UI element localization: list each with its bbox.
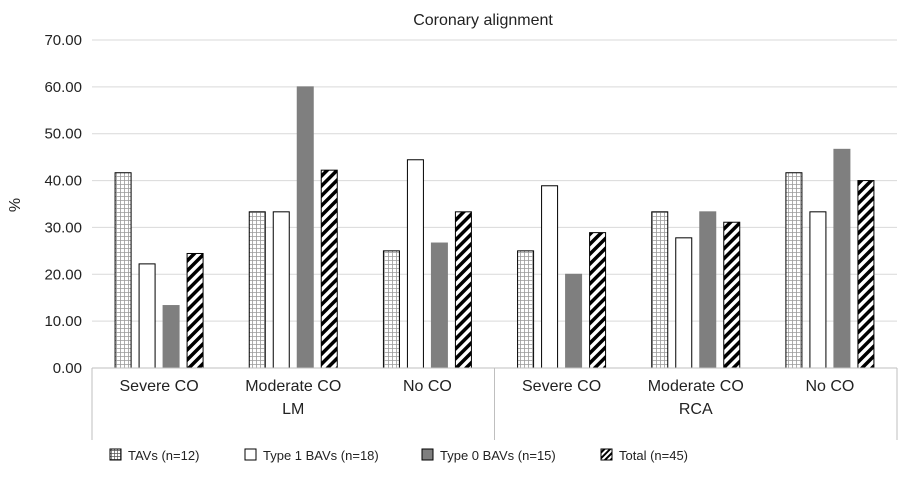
bar: [833, 148, 851, 369]
x-axis-labels: Severe CO Moderate CO No CO Severe CO Modera…: [120, 378, 855, 418]
bar: [320, 169, 338, 369]
bar: [114, 172, 132, 369]
x-category-label: Severe CO: [522, 378, 601, 395]
y-tick-label: 50.00: [44, 126, 82, 143]
bar: [651, 211, 669, 369]
bar: [589, 232, 607, 369]
legend-swatch: [244, 448, 257, 461]
x-axis: [91, 367, 898, 440]
bar: [382, 250, 400, 369]
y-tick-label: 70.00: [44, 32, 82, 49]
bar: [430, 242, 448, 369]
x-group-label: LM: [282, 401, 304, 418]
bar: [857, 180, 875, 369]
chart-title: Coronary alignment: [413, 12, 553, 29]
legend-swatch: [600, 448, 613, 461]
legend: TAVs (n=12) Type 1 BAVs (n=18) Type 0 BAVs…: [109, 448, 688, 463]
bar: [541, 185, 559, 369]
bar: [138, 263, 156, 369]
y-tick-label: 30.00: [44, 219, 82, 236]
y-axis-ticks: 0.00 10.00 20.00 30.00 40.00 50.00 60.00 70.00: [44, 32, 82, 377]
bar: [699, 211, 717, 369]
x-category-label: Moderate CO: [245, 378, 341, 395]
bar: [248, 211, 266, 369]
legend-label: Type 1 BAVs (n=18): [263, 448, 379, 463]
legend-label: TAVs (n=12): [128, 448, 199, 463]
legend-swatch: [421, 448, 434, 461]
bar: [454, 211, 472, 369]
bar: [723, 221, 741, 369]
bar: [272, 211, 290, 369]
bar: [406, 159, 424, 369]
y-tick-label: 10.00: [44, 313, 82, 330]
gridlines: [92, 39, 897, 322]
bar: [785, 172, 803, 369]
bar: [809, 211, 827, 369]
legend-label: Total (n=45): [619, 448, 688, 463]
bar: [296, 86, 314, 369]
bar: [186, 252, 204, 369]
y-tick-label: 60.00: [44, 79, 82, 96]
legend-swatch: [109, 448, 122, 461]
bar: [517, 250, 535, 369]
bar: [675, 237, 693, 369]
y-tick-label: 40.00: [44, 173, 82, 190]
x-group-label: RCA: [679, 401, 713, 418]
bars: [114, 86, 875, 369]
x-category-label: Severe CO: [120, 378, 199, 395]
x-category-label: Moderate CO: [648, 378, 744, 395]
bar: [565, 273, 583, 369]
bar: [162, 305, 180, 369]
y-axis-label: %: [7, 198, 24, 212]
x-category-label: No CO: [403, 378, 452, 395]
y-tick-label: 20.00: [44, 266, 82, 283]
legend-label: Type 0 BAVs (n=15): [440, 448, 556, 463]
x-category-label: No CO: [805, 378, 854, 395]
y-tick-label: 0.00: [53, 360, 82, 377]
